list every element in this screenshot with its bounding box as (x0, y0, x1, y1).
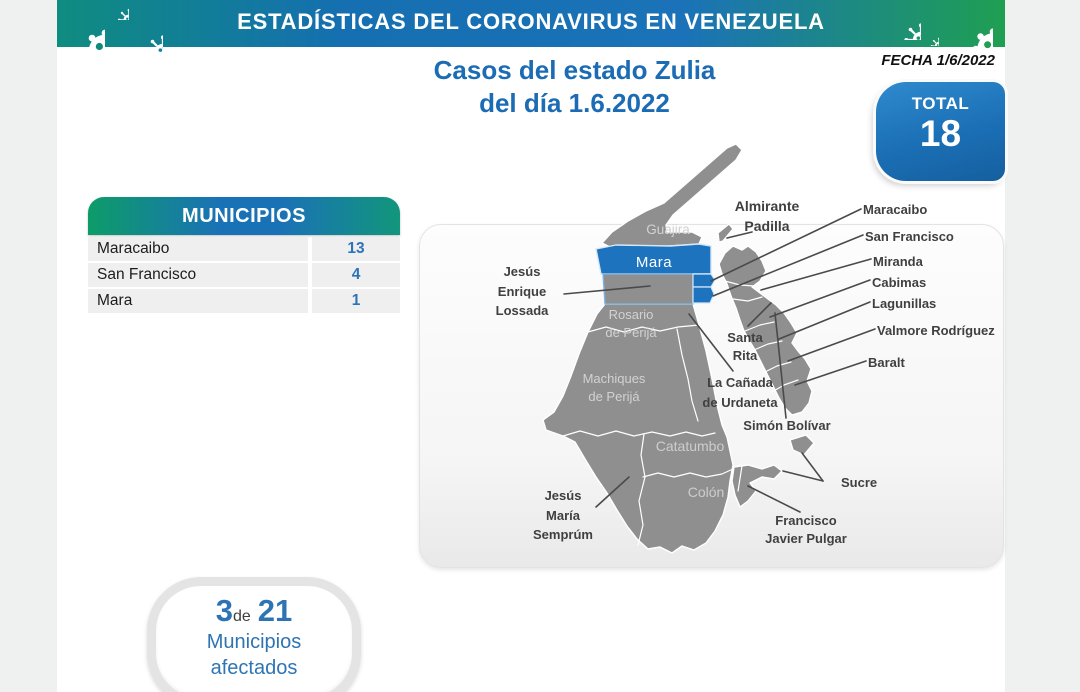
map-label-colon: Colón (687, 484, 725, 500)
municipio-cases: 1 (312, 289, 400, 313)
virus-icon (51, 0, 105, 51)
callout-line-semprum (595, 476, 630, 508)
municipio-name: Maracaibo (88, 237, 308, 261)
virus-icon (921, 28, 939, 46)
map-label-san-francisco: San Francisco (865, 229, 954, 244)
left-margin-strip (0, 0, 57, 692)
region-san-francisco-highlight (692, 286, 715, 304)
callout-line-valmore (787, 328, 876, 362)
border-east-6 (771, 379, 799, 393)
virus-icon (941, 0, 993, 49)
map-label-jesus-enrique-lossada: Jesús Enrique Lossada (495, 264, 549, 318)
map-label-rosario: Rosario de Perijá (605, 307, 657, 340)
callout-line-simon-bolivar (774, 312, 787, 419)
border-rosario (587, 324, 700, 333)
summary-word1: Municipios (206, 631, 302, 653)
municipio-cases: 13 (312, 237, 400, 261)
municipio-cases: 4 (312, 263, 400, 287)
callout-line-lagunillas (778, 301, 871, 340)
callout-line-la-canada (688, 313, 734, 372)
total-municipios: 21 (257, 593, 293, 628)
map-label-valmore-rodriguez: Valmore Rodríguez (877, 323, 995, 338)
summary-pill: 3de 21 Municipios afectados (147, 577, 361, 692)
date-label: FECHA 1/6/2022 (881, 52, 995, 69)
callout-line-sucre-2 (801, 452, 824, 482)
callout-line-santa-rita (747, 302, 772, 327)
map-label-santa-rita: Santa Rita (727, 330, 763, 364)
callout-line-pulgar (747, 485, 801, 513)
map-label-machiques: Machiques de Perijá (582, 371, 646, 404)
region-west-main (542, 303, 734, 554)
table-row: Maracaibo 13 (88, 237, 400, 261)
page-title-line2: del día 1.6.2022 (479, 87, 670, 118)
table-row: San Francisco 4 (88, 263, 400, 287)
municipio-name: Mara (88, 289, 308, 313)
border-machiques-south (562, 430, 716, 437)
border-east-2 (732, 296, 763, 302)
banner-title: ESTADÍSTICAS DEL CORONAVIRUS EN VENEZUEL… (237, 9, 825, 34)
municipio-name: San Francisco (88, 263, 308, 287)
callout-line-miranda (760, 258, 872, 291)
callout-line-lossada (563, 285, 651, 295)
virus-icon (127, 16, 163, 52)
map-label-maracaibo: Maracaibo (863, 202, 928, 217)
top-banner: ESTADÍSTICAS DEL CORONAVIRUS EN VENEZUEL… (57, 0, 1005, 47)
region-almirante-padilla (717, 223, 734, 243)
region-maracaibo-highlight (692, 273, 716, 288)
region-sucre (789, 434, 815, 456)
virus-icon (885, 4, 921, 40)
total-box: TOTAL 18 (876, 82, 1005, 181)
summary-word2: afectados (210, 657, 298, 679)
zulia-map (542, 143, 876, 554)
map-label-miranda: Miranda (873, 254, 923, 269)
border-catatumbo-west (637, 433, 646, 546)
map-label-guajira: Guajira (646, 222, 690, 237)
callout-line-almirante (726, 231, 753, 239)
map-label-cabimas: Cabimas (872, 275, 927, 290)
map-label-francisco-javier-pulgar: Francisco Javier Pulgar (765, 513, 847, 547)
municipios-table: MUNICIPIOS Maracaibo 13 San Francisco 4 … (88, 197, 400, 313)
border-catatumbo-colon (642, 468, 734, 478)
municipios-table-header: MUNICIPIOS (88, 197, 400, 235)
border-east-3 (744, 321, 775, 332)
page-title: Casos del estado Zulia del día 1.6.2022 (377, 54, 772, 120)
border-east-5 (762, 361, 792, 374)
total-value: 18 (919, 113, 962, 154)
page-title-line1: Casos del estado Zulia (433, 55, 716, 85)
virus-icon (105, 0, 129, 20)
map-label-baralt: Baralt (868, 355, 905, 370)
callout-line-sucre-1 (782, 470, 824, 482)
map-label-almirante-padilla: Almirante Padilla (734, 198, 800, 234)
map-label-sucre: Sucre (841, 475, 878, 490)
region-lossada (602, 273, 694, 305)
region-francisco-javier-pulgar (731, 464, 783, 508)
summary-counts: 3de 21 (156, 593, 352, 629)
callout-line-san-francisco (712, 234, 864, 297)
map-label-simon-bolivar: Simón Bolívar (743, 418, 831, 433)
total-label: TOTAL (911, 94, 970, 113)
map-label-lagunillas: Lagunillas (872, 296, 937, 311)
right-margin-strip (1005, 0, 1080, 692)
table-row: Mara 1 (88, 289, 400, 313)
affected-count: 3 (215, 593, 233, 628)
callout-line-maracaibo (710, 208, 862, 282)
map-label-jesus-maria-semprum: Jesús María Semprúm (533, 488, 593, 542)
border-la-canada (676, 328, 699, 422)
border-pulgar (737, 465, 743, 492)
map-label-mara: Mara (635, 254, 673, 271)
callout-line-cabimas (769, 279, 871, 318)
map-label-catatumbo: Catatumbo (655, 438, 725, 454)
callout-line-baralt (794, 360, 867, 386)
map-label-la-canada: La Cañada de Urdaneta (702, 375, 778, 410)
of-label: de (232, 608, 251, 625)
